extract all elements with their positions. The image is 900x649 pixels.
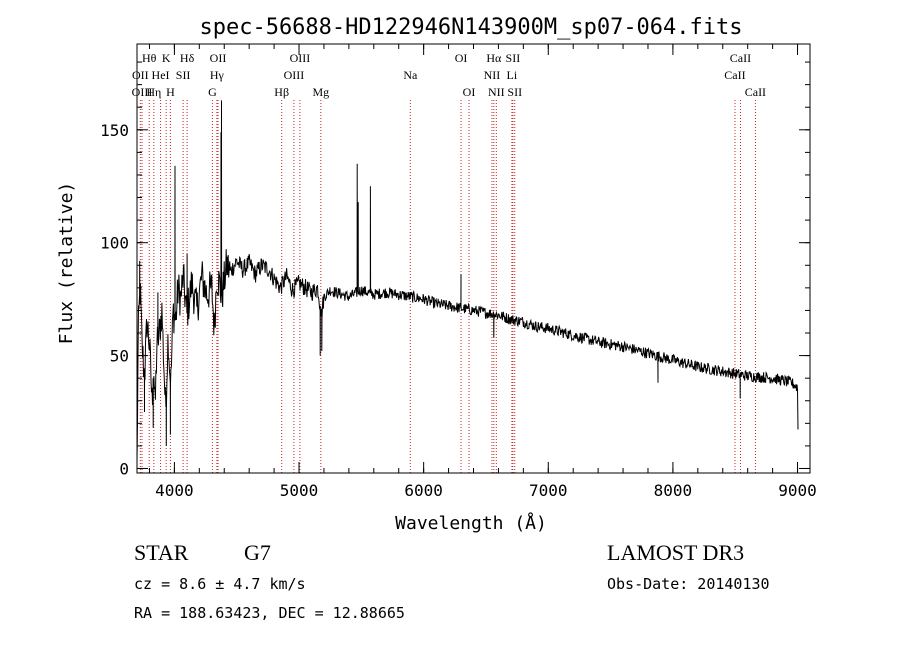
y-tick-label: 50 xyxy=(110,347,129,366)
plot-frame xyxy=(136,43,811,474)
x-axis-label: Wavelength (Å) xyxy=(395,512,547,534)
x-tick-label: 4000 xyxy=(155,481,194,500)
line-id-label: NII xyxy=(488,85,505,99)
line-id-label: Hδ xyxy=(180,51,195,65)
line-id-label: Hβ xyxy=(274,85,289,99)
object-class: STAR xyxy=(134,540,189,565)
x-tick-label: 6000 xyxy=(404,481,443,500)
x-tick-label: 7000 xyxy=(529,481,568,500)
chart-title: spec-56688-HD122946N143900M_sp07-064.fit… xyxy=(199,15,742,40)
line-id-label: Mg xyxy=(312,85,329,99)
redshift-cz: cz = 8.6 ± 4.7 km/s xyxy=(134,575,306,593)
line-id-label: OIII xyxy=(284,68,305,82)
object-subclass: G7 xyxy=(244,540,271,565)
line-id-label: H xyxy=(166,85,175,99)
y-axis-label: Flux (relative) xyxy=(56,182,77,345)
line-id-label: CaII xyxy=(730,51,751,65)
line-id-label: CaII xyxy=(745,85,766,99)
obs-date: Obs-Date: 20140130 xyxy=(607,575,770,593)
line-markers xyxy=(139,100,756,473)
line-id-label: Hθ xyxy=(142,51,157,65)
line-id-label: Na xyxy=(403,68,418,82)
line-id-label: OI xyxy=(463,85,476,99)
axis-tick-labels: 4000 5000 6000 7000 8000 9000 0 50 100 150 xyxy=(100,121,817,500)
line-id-label: K xyxy=(162,51,171,65)
line-id-label: SII xyxy=(507,85,522,99)
axis-ticks xyxy=(137,44,810,473)
line-id-label: HeI xyxy=(152,68,170,82)
line-id-label: Hη xyxy=(146,85,161,99)
line-id-label: NII xyxy=(484,68,501,82)
y-tick-label: 0 xyxy=(119,459,129,478)
line-id-label: SII xyxy=(176,68,191,82)
line-id-label: OII xyxy=(132,68,149,82)
x-tick-label: 9000 xyxy=(778,481,817,500)
line-id-label: G xyxy=(208,85,217,99)
line-id-label: OIII xyxy=(290,51,311,65)
line-id-label: CaII xyxy=(724,68,745,82)
x-tick-label: 5000 xyxy=(280,481,319,500)
y-tick-label: 150 xyxy=(100,121,129,140)
y-tick-label: 100 xyxy=(100,234,129,253)
line-id-label: Li xyxy=(507,68,518,82)
line-id-label: OII xyxy=(210,51,227,65)
survey-name: LAMOST DR3 xyxy=(607,540,745,565)
x-tick-label: 8000 xyxy=(654,481,693,500)
line-id-label: Hα xyxy=(486,51,502,65)
line-id-label: Hγ xyxy=(210,68,225,82)
spectrum-line xyxy=(136,100,799,463)
line-id-label: OI xyxy=(455,51,468,65)
coordinates: RA = 188.63423, DEC = 12.88665 xyxy=(134,604,405,622)
line-id-label: SII xyxy=(506,51,521,65)
